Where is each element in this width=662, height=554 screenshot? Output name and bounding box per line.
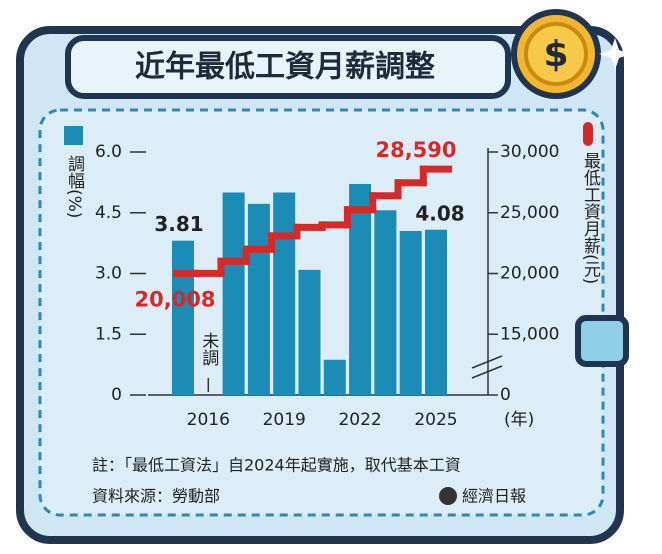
legend-label: 調幅(%) (64, 155, 85, 218)
y-tick-label: 0 (111, 385, 122, 405)
coin-inner (524, 22, 588, 86)
bar (172, 240, 194, 395)
y2-tick-label: 15,000 (500, 324, 559, 344)
axis-break (471, 355, 503, 369)
x-tick-label: 2022 (338, 410, 381, 430)
y-tick-label: 6.0 (95, 142, 122, 162)
y-tick-label: 3.0 (95, 264, 122, 284)
bar (399, 230, 422, 395)
bar (323, 359, 346, 395)
bar-value-label: 4.08 (415, 201, 464, 225)
legend-swatch (583, 122, 593, 146)
y2-tick-label: 0 (500, 385, 511, 405)
y-tick-label: 4.5 (95, 203, 122, 223)
x-unit: (年) (504, 410, 534, 430)
bar (247, 203, 270, 395)
publisher: 經濟日報 (462, 487, 526, 506)
salary-value-label: 28,590 (375, 138, 456, 162)
x-tick-label: 2019 (263, 410, 306, 430)
inner-panel (38, 108, 605, 517)
note: 註：「最低工資法」自2024年起實施，取代基本工資 (92, 456, 461, 475)
axis-break (471, 365, 503, 379)
y-tick-label: 1.5 (95, 324, 122, 344)
title: 近年最低工資月薪調整 (135, 50, 435, 85)
source: 資料來源：勞動部 (92, 487, 220, 506)
clasp (575, 315, 629, 367)
bar-value-label: 3.81 (154, 212, 203, 236)
bar (349, 183, 372, 395)
bar (298, 269, 321, 395)
bar (273, 192, 296, 395)
x-tick-label: 2016 (187, 410, 230, 430)
bar (222, 192, 245, 395)
legend-label: 最低工資月薪(元) (580, 152, 601, 284)
y2-tick-label: 30,000 (500, 142, 559, 162)
bar (425, 229, 447, 395)
legend-swatch (64, 126, 83, 145)
y2-tick-label: 20,000 (500, 264, 559, 284)
title-box (65, 35, 511, 99)
x-tick-label: 2025 (414, 410, 457, 430)
logo-icon (439, 487, 457, 505)
y2-tick-label: 25,000 (500, 203, 559, 223)
salary-value-label: 20,008 (134, 287, 215, 311)
bar (374, 210, 397, 395)
annotation: 未調 (198, 332, 219, 366)
sparkle (599, 38, 631, 70)
coin-symbol: $ (543, 34, 568, 75)
